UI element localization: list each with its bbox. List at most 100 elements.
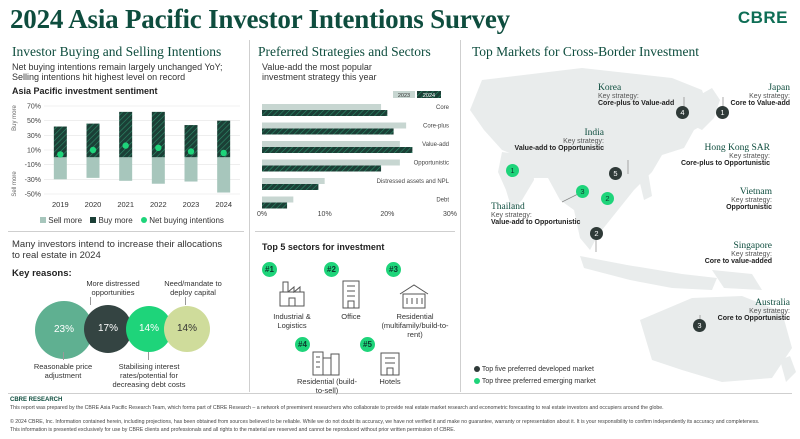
y-tick-label: -30% (25, 177, 41, 184)
bar-2024 (262, 147, 413, 153)
market-korea: Korea Key strategy: Core-plus to Value-a… (598, 83, 674, 107)
legend-net-swatch (140, 217, 147, 223)
market-strategy: Core to value-added (704, 258, 772, 265)
x-tick-label: 2024 (215, 200, 232, 209)
bar-sell-more (151, 157, 165, 184)
x-tick-label: 2021 (117, 200, 134, 209)
bar-2024 (262, 184, 319, 190)
net-buying-point (57, 151, 64, 158)
map-new-zealand (780, 356, 796, 382)
footer-line-3: This information is presented exclusivel… (10, 427, 456, 433)
reason-label-4: Need/mandate to deploy capital (164, 279, 222, 297)
office-icon (342, 280, 360, 309)
market-name: Vietnam (739, 187, 772, 197)
bar-2023 (262, 178, 325, 184)
legend-2023-label: 2023 (398, 93, 410, 99)
bar-sell-more (119, 157, 133, 181)
pin-thailand: 3 (576, 185, 589, 198)
market-vietnam: Vietnam Key strategy: Opportunistic (660, 187, 772, 211)
x-tick-label: 0% (257, 211, 267, 218)
category-label: Core-plus (423, 124, 449, 130)
category-label: Opportunistic (414, 161, 449, 167)
bar-2023 (262, 104, 382, 110)
allocation-text-2: to real estate in 2024 (12, 250, 101, 261)
strategies-subline-2: investment strategy this year (262, 72, 377, 82)
x-tick-label: 20% (380, 211, 394, 218)
legend-developed-label: Top five preferred developed market (481, 366, 594, 373)
key-reasons-heading: Key reasons: (12, 268, 72, 279)
map-legend-developed: Top five preferred developed market (474, 366, 594, 373)
sector-rank-2: #2 (324, 262, 339, 277)
buy-sell-subline-2: Selling intentions hit highest level on … (12, 72, 186, 82)
market-strategy: Core to Value-add (730, 100, 790, 107)
market-name: India (584, 128, 604, 138)
key-strategy-label: Key strategy: (731, 251, 772, 258)
net-buying-point (89, 146, 97, 154)
map-philippines (638, 172, 652, 200)
reason-circle-2: 17% (84, 305, 132, 353)
sector-label-5: Hotels (379, 377, 401, 386)
divider-left (249, 40, 250, 392)
market-japan: Japan Key strategy: Core to Value-add (728, 83, 790, 107)
key-strategy-label: Key strategy: (598, 93, 639, 100)
divider-right (460, 40, 461, 392)
buy-sell-subline-1: Net buying intentions remain largely unc… (12, 62, 223, 72)
market-strategy: Core-plus to Opportunistic (680, 160, 770, 167)
sector-label-3: Residential (multifamily/build-to-rent) (381, 312, 449, 339)
x-tick-label: 2020 (85, 200, 102, 209)
market-name: Japan (768, 83, 790, 93)
divider-mid-mid (255, 231, 455, 232)
category-label: Distressed assets and NPL (377, 179, 450, 185)
pin-singapore: 2 (590, 227, 603, 240)
y-tick-label: 10% (27, 148, 41, 155)
legend-emerging-label: Top three preferred emerging market (481, 378, 596, 385)
bar-buy-more (86, 123, 100, 158)
reason-label-3: Stabilising interest rates/potential for… (112, 362, 186, 389)
pin-vietnam: 2 (601, 192, 614, 205)
asia-pacific-map (470, 68, 796, 382)
sector-label-2: Office (341, 312, 361, 321)
bar-sell-more (184, 157, 198, 182)
category-label: Core (436, 105, 450, 111)
legend-buy-swatch (90, 217, 97, 223)
market-name: Singapore (733, 241, 772, 251)
y-tick-label: 70% (27, 104, 41, 111)
market-name: Korea (598, 83, 622, 93)
buy-more-axis-label: Buy more (12, 105, 18, 131)
bar-sell-more (217, 157, 231, 193)
sell-more-axis-label: Sell more (12, 171, 18, 197)
bar-sell-more (53, 157, 67, 180)
market-strategy: Core to Opportunistic (717, 315, 790, 322)
sector-label-1: Industrial & Logistics (273, 312, 311, 330)
market-strategy: Opportunistic (726, 204, 772, 211)
sectors-heading: Top 5 sectors for investment (262, 242, 385, 252)
bar-sell-more (86, 157, 100, 178)
bar-buy-more (53, 126, 67, 158)
footer-line-2: © 2024 CBRE, Inc. Information contained … (10, 419, 760, 425)
legend-2024-swatch (417, 91, 441, 98)
bar-2023 (262, 122, 407, 129)
reason-label-1: Reasonable price adjustment (33, 362, 93, 380)
pin-india: 1 (506, 164, 519, 177)
y-tick-label: -50% (25, 192, 41, 199)
cbre-logo: CBRE (737, 8, 788, 27)
map-australia (640, 296, 792, 382)
hotel-icon (380, 352, 400, 376)
market-singapore: Singapore Key strategy: Core to value-ad… (650, 241, 772, 265)
reason-connector-2 (90, 297, 91, 305)
net-buying-point (122, 142, 129, 149)
pin-australia: 3 (693, 319, 706, 332)
bar-2023 (262, 159, 400, 166)
bar-2024 (262, 128, 394, 135)
strategy-chart: 2023 2024 Core Core-plus Value-add Opportuni… (257, 91, 457, 218)
divider-footer (8, 393, 792, 394)
sector-rank-3: #3 (386, 262, 401, 277)
x-tick-label: 10% (318, 211, 332, 218)
sentiment-chart-title: Asia Pacific investment sentiment (12, 86, 158, 96)
market-hong-kong: Hong Kong SAR Key strategy: Core-plus to… (660, 143, 770, 167)
y-tick-label: 30% (27, 133, 41, 140)
bar-buy-more (151, 111, 165, 158)
reason-connector-3 (148, 352, 149, 360)
y-tick-label: 50% (27, 118, 41, 125)
market-strategy: Core-plus to Value-add (598, 100, 675, 107)
